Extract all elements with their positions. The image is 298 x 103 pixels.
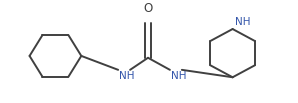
Text: O: O <box>143 2 153 15</box>
Text: NH: NH <box>235 17 250 27</box>
Text: NH: NH <box>119 71 135 81</box>
Text: NH: NH <box>171 71 186 81</box>
